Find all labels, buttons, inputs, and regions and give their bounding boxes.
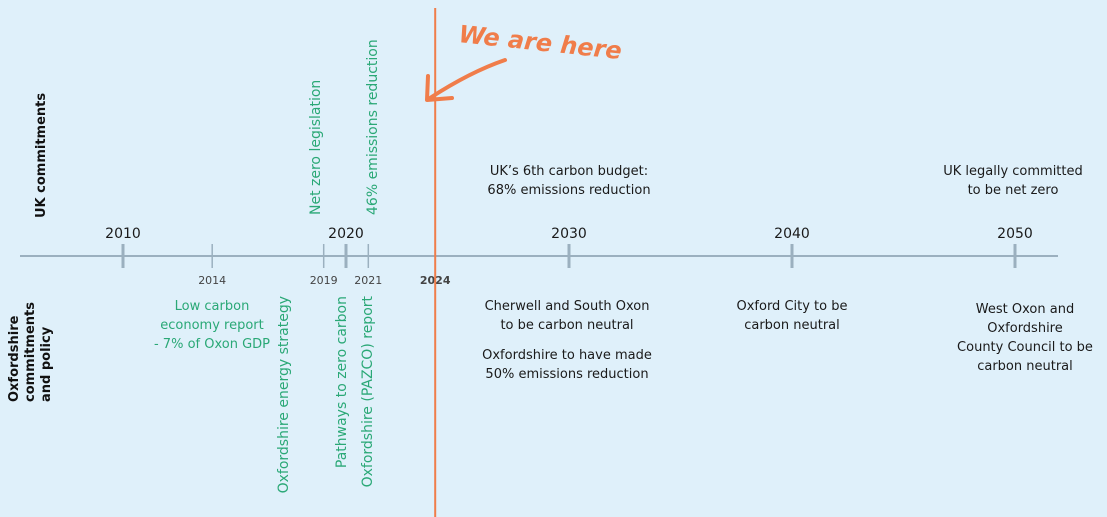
marker-arrowhead: [425, 74, 454, 102]
line: Cherwell and South Oxon: [485, 299, 650, 314]
line: 68% emissions reduction: [487, 183, 650, 198]
major-tick-label: 2010: [105, 226, 141, 242]
line: County Council to be: [957, 340, 1093, 355]
line: Oxfordshire to have made: [482, 348, 652, 363]
line: Low carbon: [175, 299, 250, 314]
uk-event: UK legally committed to be net zero: [943, 164, 1083, 198]
oxon-event: Oxfordshire (PAZCO) report: [360, 295, 376, 487]
oxon-event: Oxfordshire to have made 50% emissions re…: [482, 348, 652, 382]
line: UK’s 6th carbon budget:: [490, 164, 648, 179]
oxon-label-line: Oxfordshire: [7, 315, 22, 402]
minor-tick-label: 2021: [354, 274, 382, 287]
ticks: 201020202030204020502014201920212024: [105, 226, 1033, 287]
major-tick-label: 2020: [328, 226, 364, 242]
major-tick-label: 2050: [997, 226, 1033, 242]
line: economy report: [160, 318, 264, 333]
oxon-label-line: commitments: [23, 302, 38, 402]
uk-event: UK’s 6th carbon budget: 68% emissions red…: [487, 164, 650, 198]
oxon-event: West Oxon and Oxfordshire County Council t…: [957, 302, 1093, 374]
oxon-event: Low carbon economy report - 7% of Oxon GDP: [154, 299, 270, 352]
minor-tick-label: 2019: [310, 274, 338, 287]
oxon-event: Oxfordshire energy strategy: [276, 296, 292, 493]
oxon-label-line: and policy: [39, 326, 54, 402]
oxon-event: Oxford City to be carbon neutral: [736, 299, 847, 333]
line: UK legally committed: [943, 164, 1083, 179]
line: carbon neutral: [744, 318, 840, 333]
oxon-label: Oxfordshirecommitmentsand policy: [7, 302, 54, 402]
marker-label: We are here: [457, 20, 623, 65]
oxon-event: Pathways to zero carbon: [334, 296, 350, 468]
minor-tick-label: 2014: [198, 274, 226, 287]
major-tick-label: 2030: [551, 226, 587, 242]
uk-event: 46% emissions reduction: [365, 39, 381, 215]
uk-label: UK commitments: [34, 93, 49, 218]
marker-arrow: [428, 58, 507, 100]
major-tick-label: 2040: [774, 226, 810, 242]
line: to be carbon neutral: [500, 318, 633, 333]
line: - 7% of Oxon GDP: [154, 337, 270, 352]
line: 50% emissions reduction: [485, 367, 648, 382]
line: West Oxon and: [976, 302, 1074, 317]
line: to be net zero: [968, 183, 1059, 198]
uk-event: Net zero legislation: [308, 80, 324, 215]
line: Oxfordshire: [987, 321, 1063, 336]
oxon-event: Cherwell and South Oxon to be carbon neut…: [485, 299, 650, 333]
line: Oxford City to be: [736, 299, 847, 314]
line: carbon neutral: [977, 359, 1073, 374]
